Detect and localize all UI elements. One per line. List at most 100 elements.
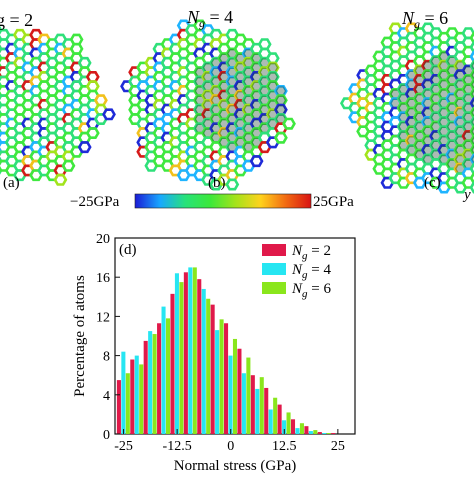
lattice-cell bbox=[284, 119, 295, 128]
bar-series-4 bbox=[322, 433, 326, 434]
bar-series-6 bbox=[206, 299, 210, 434]
bar-series-6 bbox=[260, 377, 264, 434]
lattice-cell bbox=[87, 82, 98, 91]
bar-series-4 bbox=[228, 356, 232, 434]
legend-label-6: Ng = 6 bbox=[291, 281, 331, 300]
x-tick-label: -25 bbox=[114, 439, 133, 454]
bar-series-2 bbox=[318, 432, 322, 434]
panel-c-title: Ng = 6 bbox=[401, 8, 448, 31]
bar-series-2 bbox=[197, 279, 201, 434]
bar-series-6 bbox=[300, 423, 304, 434]
panel-c-letter: (c) bbox=[424, 175, 441, 191]
x-axis-title: Normal stress (GPa) bbox=[174, 458, 296, 474]
bar-series-6 bbox=[193, 267, 197, 434]
lattice-cell bbox=[87, 72, 98, 81]
bar-series-6 bbox=[287, 412, 291, 434]
y-tick-label: 8 bbox=[103, 350, 110, 365]
bar-series-6 bbox=[179, 282, 183, 434]
bar-series-6 bbox=[246, 358, 250, 434]
y-axis-title: Percentage of atoms bbox=[72, 275, 88, 397]
bar-series-4 bbox=[148, 331, 152, 434]
bar-series-4 bbox=[202, 289, 206, 434]
lattice-cell bbox=[63, 161, 74, 170]
bar-series-2 bbox=[264, 388, 268, 434]
lattice-cell bbox=[79, 58, 90, 67]
lattice-cell bbox=[71, 35, 82, 44]
lattice-cell bbox=[87, 128, 98, 137]
bar-series-6 bbox=[233, 339, 237, 434]
lattice-cell bbox=[55, 175, 66, 184]
legend-swatch-6 bbox=[262, 282, 286, 294]
bar-series-6 bbox=[220, 319, 224, 434]
panel-b-letter: (b) bbox=[208, 175, 226, 191]
legend-label-4: Ng = 4 bbox=[291, 262, 331, 281]
x-tick-label: 0 bbox=[227, 439, 234, 454]
chart-panel-label: (d) bbox=[119, 242, 137, 258]
legend-label-2: Ng = 2 bbox=[291, 243, 331, 262]
lattice-cell bbox=[259, 40, 270, 49]
bar-series-2 bbox=[237, 349, 241, 434]
legend: Ng = 2Ng = 4Ng = 6 bbox=[262, 243, 331, 300]
bar-series-2 bbox=[331, 433, 335, 434]
bar-series-2 bbox=[304, 426, 308, 434]
bar-series-2 bbox=[278, 405, 282, 434]
lattice-cell bbox=[276, 133, 287, 142]
stress-map-c bbox=[342, 24, 474, 192]
panel-b-title: Ng = 4 bbox=[186, 7, 233, 30]
bar-series-4 bbox=[295, 428, 299, 434]
panel-a-title: Ng = 2 bbox=[0, 10, 33, 30]
y-tick-label: 0 bbox=[103, 428, 110, 443]
panel-a-letter: (a) bbox=[3, 175, 20, 191]
stress-map-b bbox=[122, 21, 295, 189]
lattice-cell bbox=[104, 110, 115, 119]
edge-axis-letter: y bbox=[462, 187, 471, 203]
bar-series-6 bbox=[153, 334, 157, 434]
bar-series-2 bbox=[117, 380, 121, 434]
colorbar-gradient bbox=[135, 194, 311, 208]
bar-series-2 bbox=[170, 294, 174, 434]
lattice-cell bbox=[251, 156, 262, 165]
y-tick-label: 12 bbox=[96, 310, 110, 325]
bar-series-4 bbox=[135, 356, 139, 434]
bar-series-4 bbox=[242, 373, 246, 434]
bar-series-4 bbox=[215, 330, 219, 434]
lattice-cell bbox=[71, 44, 82, 53]
x-tick-label: 25 bbox=[331, 439, 345, 454]
bar-series-4 bbox=[309, 431, 313, 434]
stress-maps-row bbox=[0, 21, 474, 192]
colorbar: −25GPa 25GPa bbox=[70, 194, 354, 210]
colorbar-min-label: −25GPa bbox=[70, 194, 120, 210]
bar-series-2 bbox=[224, 323, 228, 434]
colorbar-max-label: 25GPa bbox=[313, 194, 354, 210]
lattice-cell bbox=[267, 54, 278, 63]
lattice-cell bbox=[79, 142, 90, 151]
bar-series-2 bbox=[184, 272, 188, 434]
bar-series-6 bbox=[313, 430, 317, 434]
bar-series-6 bbox=[139, 364, 143, 434]
x-tick-label: 12.5 bbox=[272, 439, 297, 454]
stress-map-a bbox=[0, 26, 114, 185]
bar-series-4 bbox=[188, 267, 192, 434]
bar-series-2 bbox=[130, 360, 134, 434]
bar-series-2 bbox=[211, 305, 215, 434]
bar-series-2 bbox=[291, 419, 295, 434]
lattice-cell bbox=[227, 180, 238, 189]
bar-series-2 bbox=[144, 341, 148, 434]
y-tick-label: 4 bbox=[103, 389, 110, 404]
bar-series-6 bbox=[166, 318, 170, 434]
legend-swatch-2 bbox=[262, 244, 286, 256]
bar-series-2 bbox=[157, 323, 161, 434]
bar-series-4 bbox=[121, 352, 125, 434]
bar-series-6 bbox=[126, 373, 130, 434]
x-tick-label: -12.5 bbox=[163, 439, 192, 454]
bar-series-2 bbox=[251, 375, 255, 434]
bar-series-4 bbox=[255, 389, 259, 434]
bar-series-4 bbox=[175, 273, 179, 434]
lattice-cell bbox=[96, 96, 107, 105]
bar-series-6 bbox=[273, 398, 277, 434]
bar-series-4 bbox=[162, 307, 166, 434]
legend-swatch-4 bbox=[262, 263, 286, 275]
